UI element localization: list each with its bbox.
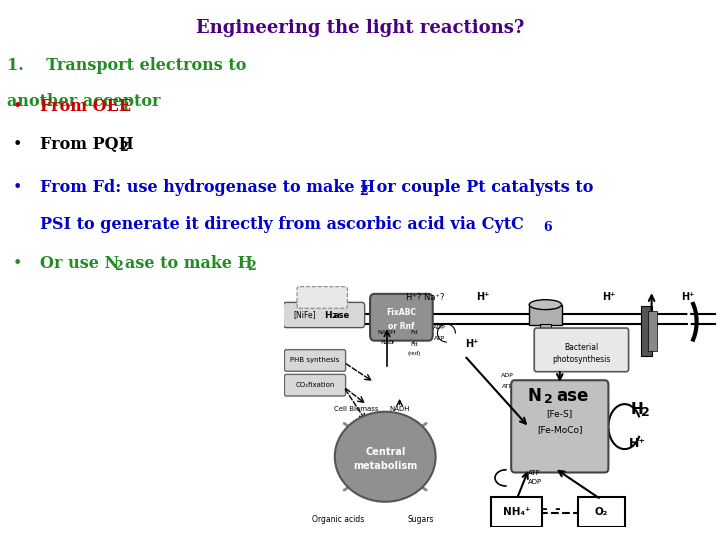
- Bar: [648, 310, 657, 351]
- Text: (red): (red): [408, 351, 420, 356]
- Text: another acceptor: another acceptor: [7, 93, 161, 110]
- Text: H⁺? Na⁺?: H⁺? Na⁺?: [405, 293, 444, 301]
- Text: [Fe-MoCo]: [Fe-MoCo]: [537, 426, 582, 434]
- Text: ADP: ADP: [433, 325, 446, 330]
- Text: PHB synthesis: PHB synthesis: [290, 357, 340, 363]
- Text: 2: 2: [119, 141, 127, 154]
- FancyBboxPatch shape: [370, 294, 433, 341]
- Text: H: H: [317, 288, 328, 301]
- Text: ATPase: ATPase: [530, 303, 557, 313]
- Text: 2: 2: [325, 292, 332, 302]
- Text: Fd: Fd: [410, 330, 418, 335]
- Text: •: •: [13, 136, 22, 153]
- Text: or Rnf: or Rnf: [388, 322, 415, 330]
- Text: ase: ase: [557, 387, 588, 405]
- Text: or couple Pt catalysts to: or couple Pt catalysts to: [371, 179, 593, 196]
- Text: H⁺: H⁺: [629, 437, 646, 450]
- Text: Or use N: Or use N: [40, 255, 119, 272]
- Text: •: •: [13, 179, 22, 196]
- Text: -: -: [541, 502, 547, 516]
- Text: ATP: ATP: [528, 470, 541, 476]
- Text: 2: 2: [114, 260, 123, 273]
- Text: FixABC: FixABC: [387, 308, 416, 317]
- FancyBboxPatch shape: [511, 380, 608, 472]
- Text: Bacterial: Bacterial: [564, 343, 598, 352]
- FancyBboxPatch shape: [284, 350, 346, 372]
- Text: Organic acids: Organic acids: [312, 515, 364, 524]
- FancyBboxPatch shape: [534, 328, 629, 372]
- Text: Sugars: Sugars: [408, 515, 434, 524]
- Text: ATP: ATP: [502, 383, 513, 389]
- Text: ADP: ADP: [528, 480, 541, 485]
- FancyBboxPatch shape: [284, 302, 365, 328]
- Text: 2: 2: [332, 313, 336, 319]
- Text: From OEE: From OEE: [40, 98, 131, 115]
- Text: ADP: ADP: [501, 373, 514, 378]
- FancyBboxPatch shape: [284, 374, 346, 396]
- Text: photosynthesis: photosynthesis: [552, 355, 611, 363]
- Text: CO₂fixation: CO₂fixation: [295, 382, 335, 388]
- Text: ase to make H: ase to make H: [125, 255, 252, 272]
- Ellipse shape: [335, 411, 436, 502]
- Text: 2: 2: [544, 393, 553, 406]
- Bar: [529, 305, 562, 325]
- FancyBboxPatch shape: [297, 287, 348, 308]
- Text: •: •: [13, 98, 22, 115]
- Text: metabolism: metabolism: [353, 461, 418, 471]
- Text: [NiFe]: [NiFe]: [293, 310, 315, 320]
- FancyBboxPatch shape: [491, 497, 541, 526]
- Text: H: H: [324, 310, 331, 320]
- Text: Engineering the light reactions?: Engineering the light reactions?: [196, 19, 524, 37]
- Text: H⁺: H⁺: [681, 292, 694, 302]
- Text: NADH: NADH: [390, 406, 410, 411]
- Text: 2: 2: [247, 260, 256, 273]
- Text: Fd: Fd: [410, 342, 418, 347]
- Ellipse shape: [529, 300, 562, 309]
- Text: Central: Central: [365, 447, 405, 457]
- Text: NAD: NAD: [380, 340, 394, 345]
- Text: -: -: [554, 502, 560, 516]
- Text: 1.    Transport electrons to: 1. Transport electrons to: [7, 57, 246, 73]
- Text: From Fd: use hydrogenase to make H: From Fd: use hydrogenase to make H: [40, 179, 375, 196]
- Text: N: N: [528, 387, 541, 405]
- Text: From PQH: From PQH: [40, 136, 133, 153]
- Bar: [641, 306, 652, 355]
- Text: H: H: [631, 402, 644, 417]
- Text: •: •: [13, 255, 22, 272]
- Text: 2: 2: [359, 185, 368, 198]
- Text: H⁺: H⁺: [476, 292, 489, 302]
- Text: 6: 6: [544, 221, 552, 234]
- Text: 2: 2: [641, 406, 649, 419]
- FancyBboxPatch shape: [577, 497, 624, 526]
- Text: PSI to generate it directly from ascorbic acid via CytC: PSI to generate it directly from ascorbi…: [40, 216, 523, 233]
- Text: H⁺: H⁺: [602, 292, 615, 302]
- Text: NADH: NADH: [378, 330, 396, 335]
- Text: Cell Biomass: Cell Biomass: [334, 406, 379, 411]
- Text: [Fe-S]: [Fe-S]: [546, 409, 573, 418]
- Text: NH₄⁺: NH₄⁺: [503, 507, 531, 517]
- Text: H⁺: H⁺: [465, 339, 478, 349]
- Text: ATP: ATP: [433, 336, 445, 341]
- Bar: [540, 324, 551, 353]
- Text: O₂: O₂: [595, 507, 608, 517]
- Text: ase: ase: [334, 310, 350, 320]
